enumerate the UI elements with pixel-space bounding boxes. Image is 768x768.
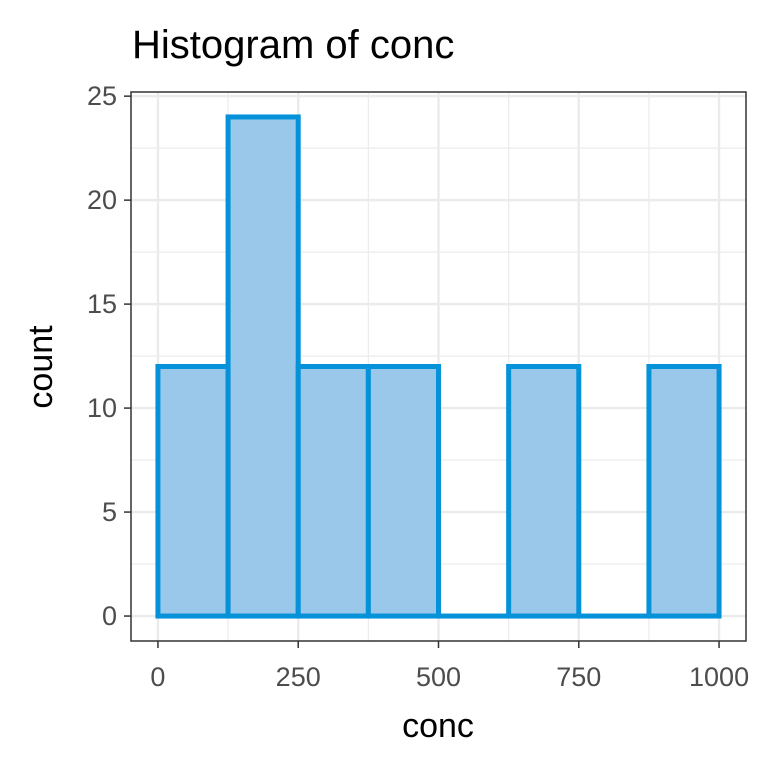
x-axis-title: conc xyxy=(402,707,474,745)
x-tick-label: 250 xyxy=(276,662,321,692)
histogram-bar xyxy=(646,364,722,619)
x-tick-label: 750 xyxy=(556,662,601,692)
x-tick-label: 0 xyxy=(150,662,165,692)
histogram-bar xyxy=(225,114,301,619)
y-tick-label: 10 xyxy=(87,393,117,423)
histogram-bar xyxy=(295,364,371,619)
y-axis-title: count xyxy=(22,325,60,409)
bars xyxy=(155,114,722,619)
histogram-bar xyxy=(506,364,582,619)
y-tick-label: 25 xyxy=(87,81,117,111)
x-tick-label: 500 xyxy=(416,662,461,692)
axis-ticks: 0 250 500 750 1000 0 5 10 15 20 25 xyxy=(87,81,749,692)
y-tick-label: 15 xyxy=(87,289,117,319)
x-tick-label: 1000 xyxy=(689,662,749,692)
chart-title: Histogram of conc xyxy=(132,23,454,67)
y-tick-label: 0 xyxy=(102,601,117,631)
histogram-bar xyxy=(365,364,442,619)
y-tick-label: 20 xyxy=(87,185,117,215)
y-tick-label: 5 xyxy=(102,497,117,527)
histogram-bar xyxy=(155,364,231,619)
